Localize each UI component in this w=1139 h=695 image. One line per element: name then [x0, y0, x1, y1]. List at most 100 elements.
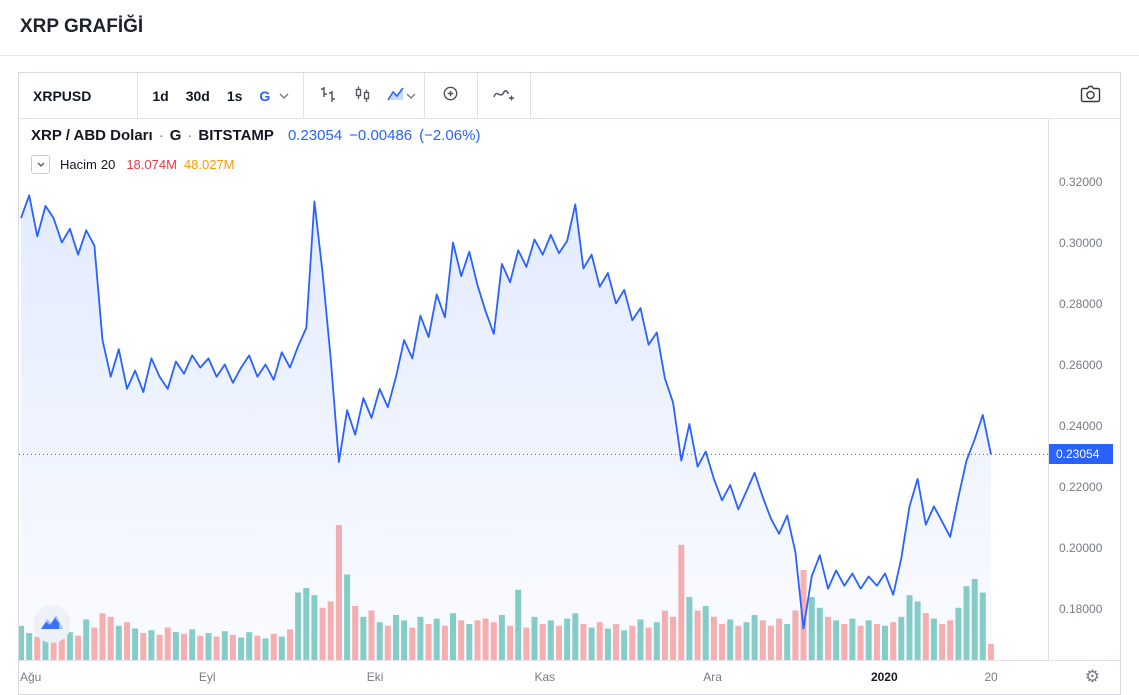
- volume-bar: [189, 629, 196, 660]
- volume-bar: [882, 625, 888, 660]
- volume-bar: [670, 616, 677, 660]
- volume-bar: [433, 618, 440, 660]
- price-tick-label: 0.28000: [1059, 296, 1103, 311]
- volume-bar: [898, 616, 905, 660]
- price-tick-label: 0.30000: [1059, 235, 1103, 250]
- price-axis[interactable]: 0.23054 0.32000 0.30000 0.28000 0.26000 0.24…: [1048, 119, 1120, 660]
- volume-bar: [156, 634, 163, 660]
- volume-bar: [979, 592, 986, 660]
- volume-bar: [124, 622, 130, 660]
- last-price-value: 0.23054: [287, 127, 343, 144]
- volume-bar: [653, 622, 660, 660]
- volume-bar: [295, 592, 302, 660]
- style-chevron-down-icon[interactable]: [406, 93, 416, 99]
- volume-bar: [107, 616, 114, 660]
- volume-bar: [254, 635, 261, 660]
- volume-bar: [327, 601, 334, 660]
- volume-bar: [588, 627, 595, 660]
- volume-bar: [759, 620, 766, 660]
- volume-bar: [645, 627, 652, 660]
- volume-bar: [246, 632, 253, 660]
- interval-1d-button[interactable]: 1d: [152, 87, 169, 104]
- indicator-dropdown-button[interactable]: [31, 155, 50, 174]
- volume-bar: [132, 628, 139, 660]
- volume-bar: [694, 610, 701, 660]
- volume-bar: [229, 634, 236, 660]
- volume-bar: [311, 595, 318, 660]
- time-tick-label: Kas: [534, 670, 556, 684]
- tradingview-logo[interactable]: [33, 605, 71, 643]
- compare-button[interactable]: [435, 80, 467, 112]
- volume-bar: [816, 607, 823, 660]
- volume-bar: [710, 616, 717, 660]
- volume-bar: [278, 636, 285, 660]
- snapshot-camera-button[interactable]: [1074, 80, 1106, 112]
- settings-gear-icon[interactable]: ⚙: [1084, 667, 1100, 686]
- symbol-button[interactable]: XRPUSD: [19, 73, 137, 118]
- volume-bar: [490, 622, 497, 660]
- volume-bar: [441, 625, 448, 660]
- volume-bar: [637, 619, 644, 660]
- time-tick-label: Eyl: [198, 670, 216, 684]
- volume-ma-value: 48.027M: [183, 157, 235, 172]
- interval-chevron-down-icon[interactable]: [279, 93, 289, 99]
- volume-bar: [360, 616, 367, 660]
- area-style-button[interactable]: [380, 80, 412, 112]
- interval-30d-button[interactable]: 30d: [185, 87, 210, 104]
- bars-style-button[interactable]: [312, 80, 344, 112]
- interval-G-button[interactable]: G: [259, 87, 271, 104]
- volume-bar: [458, 620, 465, 660]
- candles-style-button[interactable]: [346, 80, 378, 112]
- volume-bar: [922, 613, 929, 660]
- volume-bar: [148, 630, 155, 660]
- volume-bar: [604, 628, 611, 660]
- indicator-name: Hacim: [60, 157, 97, 172]
- volume-bar: [572, 613, 579, 660]
- volume-bar: [482, 618, 489, 660]
- candlestick-icon: [353, 85, 372, 107]
- volume-bar: [83, 619, 90, 660]
- chart-plot-area[interactable]: XRP / ABD Doları · G · BITSTAMP 0.23054 …: [19, 119, 1120, 660]
- volume-bar: [523, 627, 530, 660]
- volume-bar: [393, 615, 399, 660]
- indicators-button[interactable]: [488, 80, 520, 112]
- legend-separator: ·: [187, 127, 193, 144]
- price-tick-label: 0.26000: [1059, 357, 1103, 372]
- chart-legend: XRP / ABD Doları · G · BITSTAMP 0.23054 …: [31, 127, 480, 174]
- chart-toolbar: XRPUSD 1d 30d 1s G: [19, 73, 1120, 119]
- volume-bar: [800, 570, 807, 660]
- toolbar-separator: [137, 73, 139, 118]
- volume-bar: [352, 606, 359, 660]
- interval-1s-button[interactable]: 1s: [226, 87, 243, 104]
- volume-bar: [34, 636, 41, 660]
- volume-bar: [425, 624, 432, 660]
- price-chart-canvas[interactable]: [19, 119, 1048, 660]
- volume-bar: [719, 624, 725, 660]
- volume-bar: [221, 631, 228, 660]
- volume-bar: [825, 616, 831, 660]
- volume-bar: [531, 616, 538, 660]
- volume-bar: [205, 633, 212, 660]
- volume-bar: [784, 624, 791, 660]
- volume-bar: [735, 625, 742, 660]
- price-tick-label: 0.20000: [1059, 540, 1103, 555]
- volume-bar: [287, 629, 293, 660]
- time-axis[interactable]: Ağu Eyl Eki Kas Ara 2020 20 ⚙: [19, 660, 1120, 694]
- last-price-badge-label: 0.23054: [1056, 447, 1100, 462]
- price-tick-label: 0.22000: [1059, 479, 1103, 494]
- volume-bar: [971, 579, 978, 660]
- price-tick-label: 0.32000: [1059, 174, 1103, 189]
- volume-bar: [580, 624, 587, 660]
- volume-bar: [75, 635, 82, 660]
- volume-bar: [466, 624, 473, 660]
- legend-title-row[interactable]: XRP / ABD Doları · G · BITSTAMP 0.23054 …: [31, 127, 480, 144]
- volume-bar: [914, 601, 921, 660]
- volume-bar: [596, 622, 603, 660]
- volume-bar: [58, 638, 65, 660]
- volume-bar: [841, 624, 848, 660]
- price-change-value: −0.00486: [349, 127, 413, 144]
- time-tick-label: Eki: [366, 670, 384, 684]
- volume-bar: [873, 624, 880, 660]
- volume-bar: [702, 606, 709, 660]
- volume-bar: [890, 622, 897, 660]
